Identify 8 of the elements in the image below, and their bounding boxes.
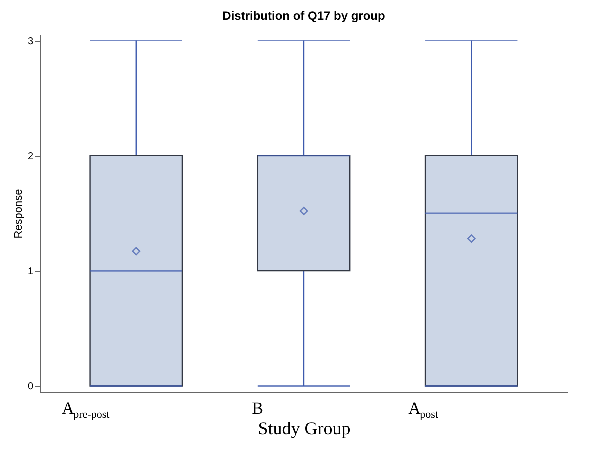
y-tick-label: 3 xyxy=(28,36,34,48)
y-axis-title: Response xyxy=(12,189,25,239)
x-axis-title: Study Group xyxy=(258,418,351,438)
y-tick-label: 0 xyxy=(28,382,34,393)
chart-title: Distribution of Q17 by group xyxy=(222,9,386,23)
y-tick-label: 1 xyxy=(28,266,34,278)
x-tick-label: B xyxy=(252,399,264,418)
y-tick-label: 2 xyxy=(28,151,34,162)
